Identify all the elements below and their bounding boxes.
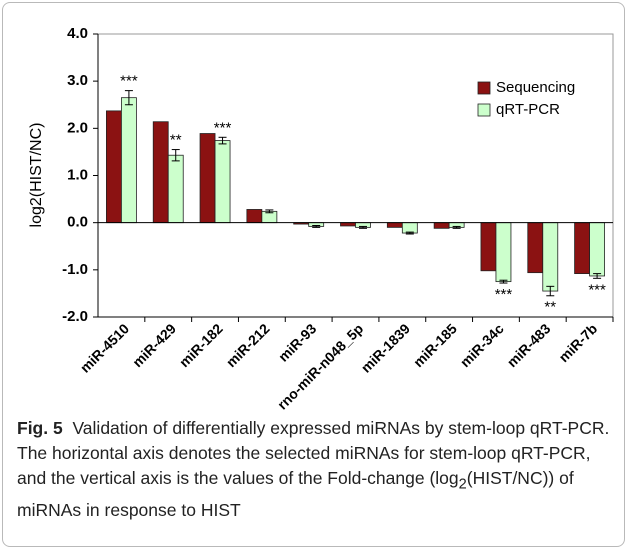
y-tick-label: 3.0	[67, 72, 88, 89]
x-tick-label: miR-185	[410, 320, 460, 370]
error-bar	[312, 224, 321, 228]
x-tick-label: miR-1839	[358, 320, 413, 375]
error-bar	[499, 279, 508, 284]
legend-swatch	[477, 103, 491, 117]
bar	[214, 140, 231, 224]
chart: log2(HIST/NC) -2.0-1.00.01.02.03.04.0***…	[28, 25, 614, 413]
y-tick-label: 2.0	[67, 119, 88, 136]
caption: Fig. 5 Validation of differentially expr…	[17, 416, 613, 523]
x-tick-label: miR-429	[129, 320, 179, 370]
x-tick-label: miR-93	[275, 320, 319, 364]
x-tick-label: miR-34c	[457, 320, 507, 370]
significance-label: ***	[588, 281, 606, 298]
legend-swatch	[477, 81, 491, 95]
caption-text: Validation of differentially expressed m…	[17, 418, 610, 488]
x-tick-label: miR-7b	[555, 320, 600, 365]
bar	[401, 222, 418, 234]
x-tick-label: miR-182	[176, 320, 226, 370]
caption-subscript: 2	[458, 476, 467, 493]
caption-label: Fig. 5	[17, 418, 63, 438]
error-bar	[359, 225, 367, 229]
x-tick-label: miR-483	[504, 320, 554, 370]
bar	[433, 222, 450, 229]
bar	[246, 209, 263, 224]
y-axis-label: log2(HIST/NC)	[28, 123, 45, 228]
y-tick-label: -1.0	[62, 261, 88, 278]
bar	[167, 154, 184, 224]
error-bar	[546, 285, 555, 297]
bar	[495, 222, 512, 283]
significance-label: ***	[495, 286, 513, 303]
bar	[542, 222, 559, 292]
significance-label: **	[170, 132, 182, 149]
plot-area	[97, 33, 614, 318]
bar	[152, 121, 169, 224]
x-tick-label: rno-miR-n048_5p	[274, 320, 366, 412]
error-bar	[452, 225, 461, 229]
caption-text-end: (HIST/NC)) of miRNAs in response to HIST	[17, 468, 574, 520]
y-tick-label: 1.0	[67, 166, 88, 183]
legend-label: Sequencing	[496, 79, 575, 96]
y-tick-label: 4.0	[67, 25, 88, 42]
error-bar	[218, 136, 227, 145]
y-tick-label: -2.0	[62, 308, 88, 325]
bar	[589, 222, 605, 277]
bar	[574, 222, 590, 275]
x-tick-label: miR-212	[223, 320, 273, 370]
legend-label: qRT-PCR	[496, 101, 560, 118]
error-bar	[171, 149, 180, 162]
x-tick-label: miR-4510	[77, 320, 132, 375]
error-bar	[405, 231, 414, 235]
significance-label: ***	[120, 73, 138, 90]
significance-label: ***	[214, 119, 232, 136]
error-bar	[124, 90, 133, 106]
bar	[121, 97, 137, 224]
y-tick-label: 0.0	[67, 214, 88, 231]
significance-label: **	[544, 299, 556, 316]
error-bar	[265, 209, 274, 214]
bar	[480, 222, 497, 272]
error-bar	[593, 273, 602, 279]
bar	[199, 133, 216, 224]
bar	[386, 222, 403, 228]
bar	[527, 222, 544, 274]
bar	[106, 110, 122, 224]
figure: log2(HIST/NC) -2.0 -1.0 0.0 1.0 2.0 3.0 4.0 ***…	[2, 2, 625, 547]
